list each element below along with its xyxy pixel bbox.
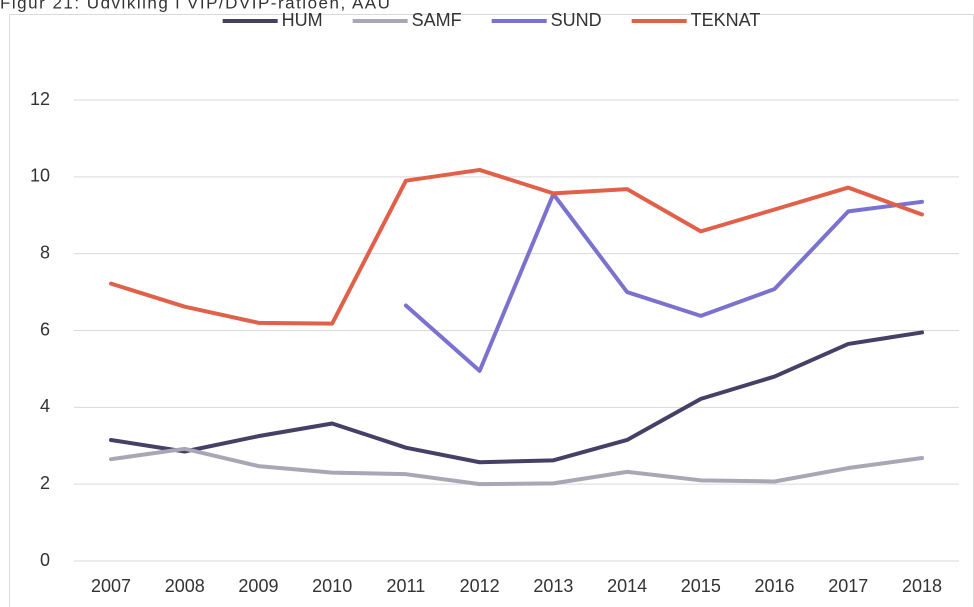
legend-label: SUND: [551, 10, 602, 30]
x-tick-label: 2015: [681, 576, 721, 596]
legend-label: HUM: [282, 10, 323, 30]
x-tick-label: 2014: [607, 576, 647, 596]
chart-frame: [9, 14, 974, 607]
x-tick-label: 2011: [387, 576, 426, 596]
x-tick-label: 2012: [460, 576, 500, 596]
x-tick-label: 2017: [828, 576, 868, 596]
x-tick-label: 2008: [165, 576, 205, 596]
legend-label: TEKNAT: [691, 10, 761, 30]
y-tick-label: 8: [40, 242, 50, 262]
x-tick-label: 2009: [238, 576, 278, 596]
y-tick-label: 2: [40, 473, 50, 493]
y-tick-label: 6: [40, 319, 50, 339]
x-tick-label: 2016: [755, 576, 795, 596]
x-tick-label: 2007: [91, 576, 131, 596]
y-tick-label: 4: [40, 396, 50, 416]
x-tick-label: 2013: [533, 576, 573, 596]
x-tick-label: 2018: [902, 576, 942, 596]
line-series: [109, 446, 924, 487]
x-tick-label: 2010: [312, 576, 352, 596]
line-series: [109, 167, 924, 326]
line-series: [109, 330, 924, 465]
y-tick-label: 12: [30, 89, 50, 109]
y-tick-label: 10: [30, 166, 50, 186]
line-series: [403, 192, 924, 373]
legend-label: SAMF: [412, 10, 462, 30]
y-tick-label: 0: [40, 550, 50, 570]
chart-title: Figur 21: Udvikling i VIP/DVIP-ratioen, …: [0, 0, 391, 12]
